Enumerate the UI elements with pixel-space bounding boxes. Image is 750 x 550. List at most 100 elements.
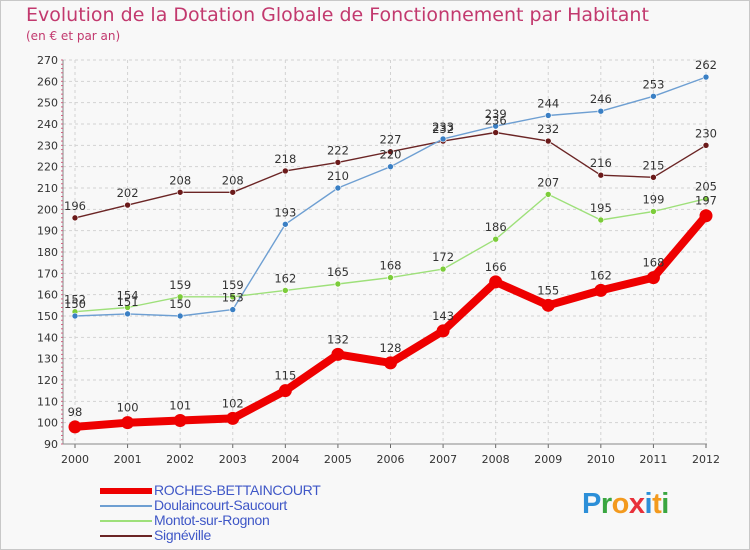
legend-label: Montot-sur-Rognon [154, 512, 270, 528]
legend-item: ROCHES-BETTAINCOURT [100, 482, 400, 499]
x-tick-label: 2003 [219, 453, 247, 466]
data-label-1: 153 [222, 291, 244, 305]
y-tick-label: 140 [37, 331, 58, 344]
series-point-2 [492, 235, 499, 243]
data-label-1: 253 [642, 77, 664, 91]
legend-swatch-3 [100, 535, 152, 537]
y-tick-label: 190 [37, 225, 58, 238]
y-tick-label: 90 [44, 438, 58, 451]
legend-label: Signéville [154, 527, 211, 543]
series-point-0 [594, 283, 608, 297]
y-tick-label: 220 [37, 161, 58, 174]
x-tick-label: 2012 [692, 453, 720, 466]
x-tick-label: 2011 [639, 453, 667, 466]
y-tick-label: 120 [37, 374, 58, 387]
legend-label: ROCHES-BETTAINCOURT [154, 482, 321, 498]
data-label-3: 232 [537, 122, 559, 136]
y-tick-label: 200 [37, 203, 58, 216]
data-label-2: 162 [274, 271, 296, 285]
series-point-0 [121, 416, 135, 430]
legend-swatch-0 [100, 488, 152, 494]
series-point-0 [173, 414, 187, 428]
data-label-0: 155 [537, 283, 559, 297]
data-label-1: 239 [485, 107, 507, 121]
x-tick-label: 2000 [61, 453, 89, 466]
data-label-1: 150 [169, 297, 191, 311]
data-label-0: 162 [590, 268, 612, 282]
series-point-3 [176, 188, 184, 196]
legend-item: Montot-sur-Rognon [100, 512, 400, 529]
data-label-2: 154 [117, 288, 139, 302]
y-tick-label: 180 [37, 246, 58, 259]
legend: ROCHES-BETTAINCOURT Doulaincourt-Saucour… [100, 482, 400, 544]
legend-label: Doulaincourt-Saucourt [154, 497, 287, 513]
y-tick-label: 260 [37, 75, 58, 88]
x-tick-label: 2005 [324, 453, 352, 466]
data-label-2: 159 [222, 278, 244, 292]
series-point-2 [597, 216, 605, 224]
series-point-3 [282, 167, 289, 175]
data-label-1: 244 [537, 96, 559, 110]
series-point-2 [124, 304, 131, 311]
series-point-0 [699, 209, 713, 223]
data-label-2: 199 [642, 192, 664, 206]
data-label-1: 220 [380, 148, 402, 162]
series-point-2 [650, 208, 657, 215]
series-point-3 [544, 137, 552, 145]
series-point-3 [229, 188, 237, 196]
x-tick-label: 2006 [377, 453, 405, 466]
series-point-1 [387, 163, 394, 170]
data-label-2: 165 [327, 265, 349, 279]
series-point-3 [124, 201, 131, 209]
data-label-0: 143 [432, 309, 454, 323]
series-point-2 [544, 191, 552, 198]
y-tick-label: 130 [37, 353, 58, 366]
data-label-1: 150 [64, 297, 86, 311]
series-point-3 [597, 171, 605, 179]
data-label-3: 236 [485, 114, 507, 128]
series-point-2 [439, 265, 447, 273]
series-point-1 [597, 107, 605, 115]
series-point-2 [176, 293, 184, 301]
series-point-3 [492, 129, 499, 136]
data-label-2: 168 [380, 259, 402, 273]
series-point-1 [176, 312, 184, 320]
x-tick-label: 2009 [534, 453, 562, 466]
data-label-2: 159 [169, 278, 191, 292]
series-point-0 [331, 347, 345, 361]
legend-swatch-1 [100, 505, 152, 507]
data-label-3: 202 [117, 186, 139, 200]
data-label-2: 207 [537, 175, 559, 189]
data-label-0: 132 [327, 332, 349, 346]
x-tick-label: 2010 [587, 453, 615, 466]
grid-lines [63, 59, 707, 445]
series-point-2 [229, 293, 237, 301]
series-point-0 [436, 324, 450, 338]
series-layer [68, 73, 713, 434]
data-label-2: 186 [485, 220, 507, 234]
y-tick-label: 160 [37, 289, 58, 302]
series-point-1 [229, 306, 237, 313]
series-point-0 [489, 275, 503, 289]
data-label-2: 152 [64, 293, 86, 307]
y-tick-label: 230 [37, 139, 58, 152]
series-point-3 [387, 148, 394, 156]
y-tick-label: 250 [37, 97, 58, 110]
y-tick-label: 270 [37, 54, 58, 67]
series-point-0 [226, 411, 240, 425]
series-point-1 [282, 220, 289, 228]
y-tick-label: 150 [37, 310, 58, 323]
legend-swatch-2 [100, 520, 152, 522]
data-label-2: 205 [695, 180, 717, 194]
series-point-0 [646, 271, 660, 285]
series-point-3 [650, 174, 657, 181]
data-label-3: 196 [64, 199, 86, 213]
series-point-2 [334, 280, 342, 288]
data-label-1: 262 [695, 58, 717, 72]
y-tick-label: 210 [37, 182, 58, 195]
data-label-3: 230 [695, 126, 717, 140]
data-label-0: 98 [68, 405, 83, 419]
data-label-1: 151 [117, 295, 139, 309]
data-label-0: 128 [380, 341, 402, 355]
series-point-1 [702, 73, 710, 81]
